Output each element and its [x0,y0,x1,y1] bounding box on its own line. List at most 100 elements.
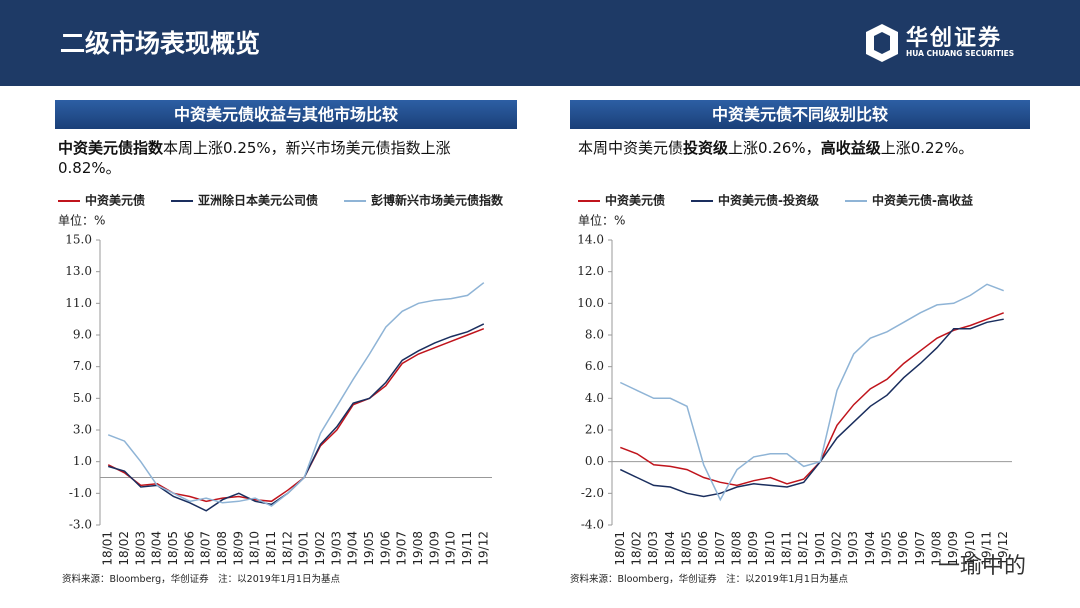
description-part: 高收益级 [820,139,881,157]
y-tick-label: 2.0 [585,423,604,437]
x-tick-label: 19/09 [427,531,441,566]
series-line [107,282,485,507]
x-tick-label: 19/10 [963,531,977,566]
x-tick-label: 18/05 [166,531,180,566]
y-tick-label: 5.0 [73,391,92,405]
y-tick-label: -1.0 [69,486,92,500]
x-tick-label: 19/06 [378,531,392,566]
x-tick-label: 19/10 [444,531,458,566]
legend-label: 彭博新兴市场美元债指数 [371,193,504,208]
description: 中资美元债指数本周上涨0.25%，新兴市场美元债指数上涨0.82%。 [58,138,508,178]
x-tick-label: 19/11 [460,531,474,566]
x-tick-label: 19/04 [346,531,360,566]
x-tick-label: 18/01 [613,531,627,566]
source-note: 资料来源：Bloomberg，华创证券 注：以2019年1月1日为基点 [62,574,340,585]
x-tick-label: 18/08 [215,531,229,566]
y-tick-label: 0.0 [585,454,604,468]
x-tick-label: 19/08 [411,531,425,566]
panel-title: 中资美元债不同级别比较 [570,100,1030,129]
x-tick-label: 19/12 [476,531,490,566]
y-tick-label: 3.0 [73,423,92,437]
logo-text: 华创证券 [906,26,1003,51]
x-tick-label: 19/08 [930,531,944,566]
x-tick-label: 18/09 [231,531,245,566]
x-tick-label: 19/03 [329,531,343,566]
y-tick-label: 9.0 [73,328,92,342]
description-part: 本周中资美元债 [578,139,684,157]
y-tick-label: 10.0 [577,296,604,310]
description-part: 投资级 [683,139,729,157]
legend-label: 亚洲除日本美元公司债 [198,193,318,208]
x-tick-label: 19/07 [913,531,927,566]
legend-label: 中资美元债-高收益 [872,193,973,208]
x-tick-label: 19/05 [880,531,894,566]
x-tick-label: 18/11 [780,531,794,566]
x-tick-label: 19/04 [863,531,877,566]
x-tick-label: 19/02 [830,531,844,566]
x-tick-label: 18/05 [680,531,694,566]
x-tick-label: 18/02 [630,531,644,566]
x-tick-label: 18/07 [713,531,727,566]
x-tick-label: 19/02 [313,531,327,566]
y-tick-label: 8.0 [585,328,604,342]
x-tick-label: 18/06 [182,531,196,566]
x-tick-label: 19/11 [980,531,994,566]
source-note: 资料来源：Bloomberg，华创证券 注：以2019年1月1日为基点 [570,574,848,585]
y-tick-label: 15.0 [65,233,92,247]
unit-label: 单位：% [58,213,105,228]
x-tick-label: 18/12 [280,531,294,566]
y-tick-label: 6.0 [585,359,604,373]
logo-icon [866,24,898,62]
y-tick-label: 1.0 [73,454,92,468]
page-title: 二级市场表现概览 [60,29,261,58]
y-tick-label: -4.0 [581,518,604,532]
y-tick-label: 13.0 [65,264,92,278]
x-tick-label: 18/01 [101,531,115,566]
x-tick-label: 19/03 [846,531,860,566]
y-tick-label: 14.0 [577,233,604,247]
description-part: 上涨0.22%。 [880,139,974,157]
x-tick-label: 19/01 [813,531,827,566]
y-tick-label: -2.0 [581,486,604,500]
series-line [107,323,485,512]
x-tick-label: 19/01 [297,531,311,566]
x-tick-label: 19/06 [896,531,910,566]
legend-label: 中资美元债 [605,193,665,208]
description-part: 本周上涨0.25%，新兴市场美元债指数上涨0.82%。 [58,139,451,177]
legend-label: 中资美元债-投资级 [718,193,819,208]
x-tick-label: 18/09 [746,531,760,566]
y-tick-label: 11.0 [65,296,92,310]
x-tick-label: 19/05 [362,531,376,566]
y-tick-label: 4.0 [585,391,604,405]
description: 本周中资美元债投资级上涨0.26%，高收益级上涨0.22%。 [578,138,1028,158]
y-tick-label: 7.0 [73,359,92,373]
unit-label: 单位：% [578,213,625,228]
logo-subtext: HUA CHUANG SECURITIES [906,49,1015,58]
series-line [620,312,1004,487]
series-line [619,283,1004,502]
watermark: 一瑜中的 [938,554,1027,579]
x-tick-label: 18/11 [264,531,278,566]
series-line [619,318,1004,498]
logo: 华创证券 HUA CHUANG SECURITIES [862,20,1022,62]
x-tick-label: 18/07 [199,531,213,566]
description-part: 中资美元债指数 [58,139,164,157]
x-tick-label: 19/07 [395,531,409,566]
x-tick-label: 18/02 [117,531,131,566]
description-part: 上涨0.26%， [728,139,821,157]
y-tick-label: 12.0 [577,264,604,278]
legend-label: 中资美元债 [85,193,145,208]
panel-title: 中资美元债收益与其他市场比较 [55,100,517,129]
x-tick-label: 19/09 [946,531,960,566]
x-tick-label: 18/06 [696,531,710,566]
x-tick-label: 18/04 [150,531,164,566]
x-tick-label: 18/10 [763,531,777,566]
header-bar: 二级市场表现概览 华创证券 HUA CHUANG SECURITIES [0,0,1080,86]
y-tick-label: -3.0 [69,518,92,532]
x-tick-label: 18/08 [730,531,744,566]
x-tick-label: 18/04 [663,531,677,566]
x-tick-label: 18/12 [796,531,810,566]
